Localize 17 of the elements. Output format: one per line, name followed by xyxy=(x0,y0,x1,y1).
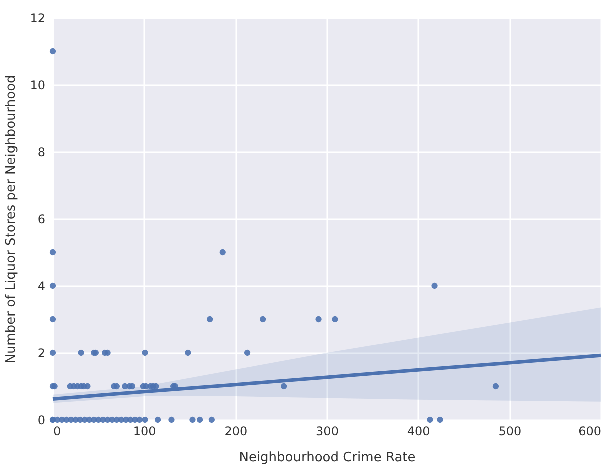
x-tick-label: 600 xyxy=(578,424,602,438)
x-tick-label: 100 xyxy=(133,424,156,438)
y-axis-title: Number of Liquor Stores per Neighbourhood xyxy=(4,75,20,364)
line-series xyxy=(51,354,603,401)
y-tick-label: 2 xyxy=(38,346,46,360)
x-tick-label: 200 xyxy=(224,424,248,438)
y-tick-label: 10 xyxy=(30,78,46,92)
x-tick-label: 500 xyxy=(498,424,522,438)
x-axis-title: Neighbourhood Crime Rate xyxy=(239,450,416,466)
y-tick-label: 12 xyxy=(30,12,46,26)
x-tick-label: 400 xyxy=(407,424,430,438)
y-tick-label: 8 xyxy=(38,146,46,160)
x-tick-label: 0 xyxy=(54,424,62,438)
y-tick-label: 0 xyxy=(38,414,46,428)
y-tick-label: 6 xyxy=(38,212,46,226)
x-tick-label: 300 xyxy=(316,424,339,438)
y-tick-label: 4 xyxy=(38,280,46,294)
